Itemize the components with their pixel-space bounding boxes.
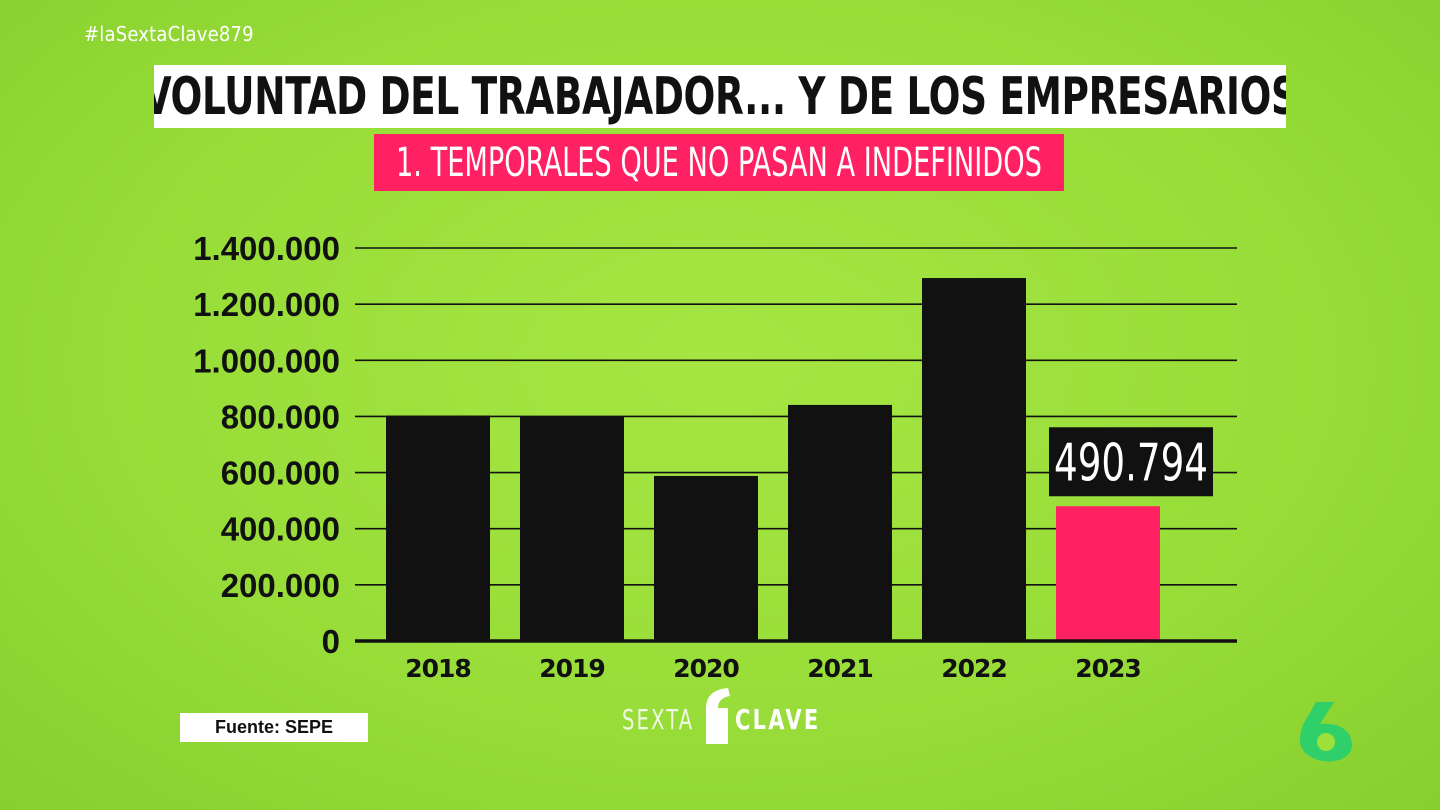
- y-tick-label: 1.000.000: [193, 342, 340, 379]
- hashtag: #laSextaClave879: [84, 22, 254, 46]
- subtitle-banner: 1. TEMPORALES QUE NO PASAN A INDEFINIDOS: [374, 134, 1064, 191]
- x-tick-label: 2019: [539, 654, 605, 683]
- brand-word-clave: CLAVE: [735, 703, 821, 736]
- bar-2023: [1056, 506, 1160, 641]
- y-tick-label: 0: [322, 623, 340, 660]
- y-tick-label: 600.000: [221, 455, 340, 492]
- x-tick-label: 2018: [405, 654, 471, 683]
- x-tick-label: 2021: [807, 654, 873, 683]
- program-brand: SEXTA CLAVE: [622, 686, 832, 746]
- bar-2022: [922, 278, 1026, 641]
- bar-2020: [654, 475, 758, 641]
- y-tick-label: 1.200.000: [193, 286, 340, 323]
- chart-title: VOLUNTAD DEL TRABAJADOR... Y DE LOS EMPR…: [154, 66, 1286, 127]
- y-tick-label: 400.000: [221, 511, 340, 548]
- y-tick-label: 800.000: [221, 398, 340, 435]
- y-tick-label: 1.400.000: [193, 230, 340, 267]
- title-banner: VOLUNTAD DEL TRABAJADOR... Y DE LOS EMPR…: [154, 65, 1286, 128]
- y-tick-label: 200.000: [221, 567, 340, 604]
- data-label: 490.794: [1054, 433, 1208, 493]
- six-logo-icon: [1300, 702, 1352, 762]
- bar-2018: [386, 415, 490, 641]
- bar-2021: [788, 404, 892, 641]
- data-label-box: [1049, 427, 1213, 497]
- chart-subtitle: 1. TEMPORALES QUE NO PASAN A INDEFINIDOS: [396, 139, 1042, 186]
- x-tick-label: 2020: [673, 654, 739, 683]
- brand-word-sexta: SEXTA: [622, 703, 695, 736]
- x-tick-label: 2022: [941, 654, 1007, 683]
- x-tick-label: 2023: [1075, 654, 1141, 683]
- quote-mark-icon: [706, 688, 730, 744]
- source-label: Fuente: SEPE: [180, 713, 368, 742]
- bar-2019: [520, 416, 624, 641]
